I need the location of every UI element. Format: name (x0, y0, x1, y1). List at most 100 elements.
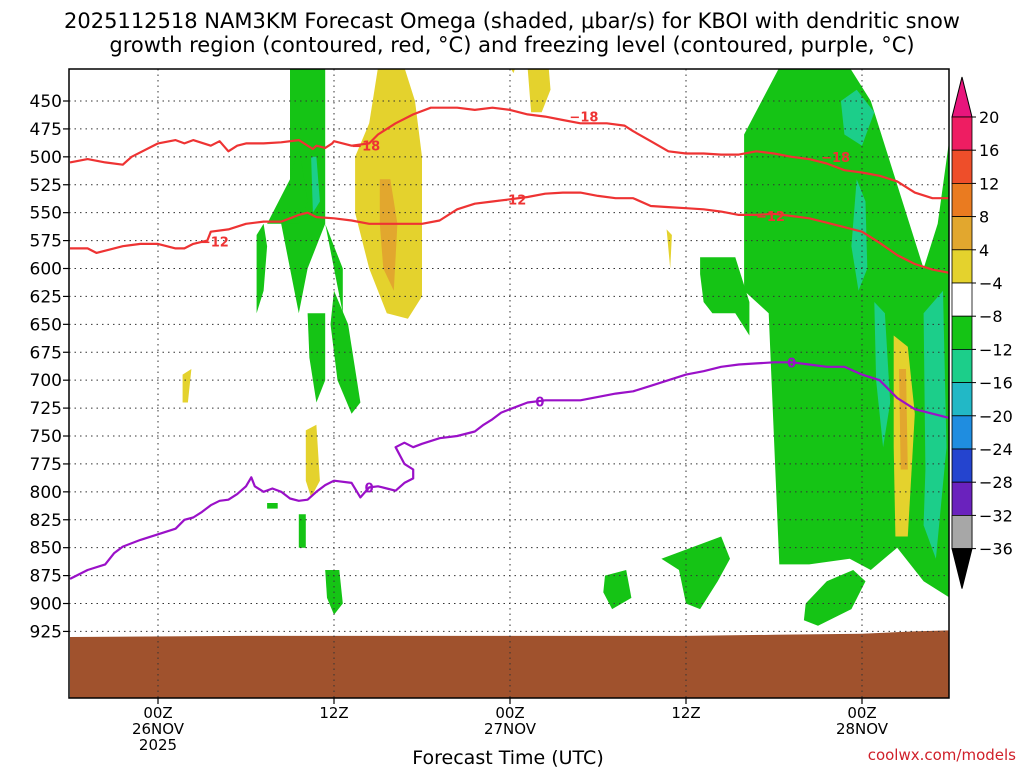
omega-region (874, 302, 891, 448)
x-tick-label: 00Z (847, 704, 876, 722)
colorbar-segment (951, 282, 973, 317)
omega-region (379, 179, 398, 291)
contour-label: −18 (351, 140, 380, 155)
y-tick-label: 875 (30, 567, 62, 587)
colorbar-segment (951, 448, 973, 483)
colorbar-segment (951, 149, 973, 184)
y-tick-label: 825 (30, 511, 62, 531)
chart-title-line1: 2025112518 NAM3KM Forecast Omega (shaded… (64, 9, 960, 33)
y-tick-label: 525 (30, 176, 62, 196)
contour-label: −12 (200, 236, 229, 251)
colorbar-label: −36 (979, 540, 1013, 559)
y-tick-label: 800 (30, 483, 62, 503)
colorbar-segment (951, 116, 973, 151)
omega-region (923, 290, 947, 559)
omega-region (290, 145, 308, 224)
x-tick-label: 2025 (139, 736, 177, 754)
plot-frame (68, 68, 950, 699)
contour-label: 0 (365, 481, 374, 496)
contour-label: −18 (821, 151, 850, 166)
omega-region (510, 69, 515, 74)
y-tick-label: 475 (30, 120, 62, 140)
colorbar-segment (951, 415, 973, 450)
x-tick-label: 00Z (495, 704, 524, 722)
contour-label: −12 (497, 193, 526, 208)
colorbar-label: −20 (979, 407, 1013, 426)
contour-line (69, 106, 949, 200)
omega-region (527, 69, 551, 113)
contour-line (69, 361, 949, 580)
colorbar-top-arrow (951, 76, 973, 118)
contour-label: −12 (756, 210, 785, 225)
colorbar-segment (951, 382, 973, 417)
credit-link[interactable]: coolwx.com/models (868, 746, 1016, 764)
colorbar-segment (951, 249, 973, 284)
colorbar-label: −28 (979, 473, 1013, 492)
chart-title-line2: growth region (contoured, red, °C) and f… (109, 33, 914, 57)
y-tick-label: 900 (30, 595, 62, 615)
omega-region (307, 313, 326, 403)
contour-line (70, 191, 949, 274)
x-tick-label: 00Z (143, 704, 172, 722)
colorbar-label: −8 (979, 307, 1003, 326)
y-tick-label: 700 (30, 371, 62, 391)
y-tick-label: 775 (30, 455, 62, 475)
omega-region (298, 514, 306, 548)
x-tick-label: 12Z (319, 704, 348, 722)
omega-region (603, 570, 632, 610)
contour-layer: −18 −18 −18 −12 −12 −12 0 0 0 (69, 106, 949, 580)
y-tick-label: 675 (30, 343, 62, 363)
omega-region (851, 179, 868, 291)
colorbar-segment (951, 515, 973, 550)
x-tick-label: 12Z (671, 704, 700, 722)
y-tick-label: 550 (30, 204, 62, 224)
colorbar-segment (951, 348, 973, 383)
y-tick-label: 650 (30, 315, 62, 335)
colorbar-label: −12 (979, 340, 1013, 359)
colorbar-segment (951, 216, 973, 251)
colorbar: 20 16 12 8 4 −4 −8 −12 −16 −20 −24 −28 −32 −36 (951, 76, 1013, 589)
x-tick-label: 26NOV (132, 720, 185, 738)
contour-label: −18 (569, 111, 598, 126)
colorbar-label: 16 (979, 141, 999, 160)
gridlines (69, 69, 949, 698)
y-tick-label: 600 (30, 260, 62, 280)
colorbar-label: 20 (979, 108, 999, 127)
x-axis-title: Forecast Time (UTC) (412, 747, 603, 768)
y-tick-label: 850 (30, 539, 62, 559)
y-tick-label: 625 (30, 287, 62, 307)
colorbar-label: −24 (979, 440, 1013, 459)
contour-label: 0 (787, 356, 796, 371)
y-tick-label: 925 (30, 622, 62, 642)
colorbar-bottom-arrow (951, 548, 973, 589)
colorbar-segment (951, 182, 973, 217)
omega-region (311, 156, 320, 213)
colorbar-segment (951, 315, 973, 350)
colorbar-label: 4 (979, 241, 989, 260)
omega-region (840, 89, 875, 146)
colorbar-label: −32 (979, 506, 1013, 525)
omega-region (899, 369, 908, 470)
x-tick-label: 28NOV (836, 720, 889, 738)
omega-region (267, 503, 278, 509)
omega-region (803, 570, 866, 626)
contour-label: 0 (535, 395, 544, 410)
omega-region (744, 69, 949, 598)
omega-region (182, 369, 192, 403)
y-tick-label: 725 (30, 399, 62, 419)
y-axis: 450 475 500 525 550 575 600 625 650 675 700 725 750 7… (30, 92, 69, 642)
y-tick-label: 575 (30, 232, 62, 252)
colorbar-label: 12 (979, 174, 999, 193)
x-tick-label: 27NOV (484, 720, 537, 738)
colorbar-label: −4 (979, 274, 1003, 293)
colorbar-segment (951, 481, 973, 516)
y-tick-label: 750 (30, 427, 62, 447)
colorbar-label: 8 (979, 208, 989, 227)
y-tick-label: 500 (30, 148, 62, 168)
y-tick-label: 450 (30, 92, 62, 112)
colorbar-label: −16 (979, 374, 1013, 393)
omega-region (305, 424, 320, 498)
omega-region (661, 536, 730, 610)
